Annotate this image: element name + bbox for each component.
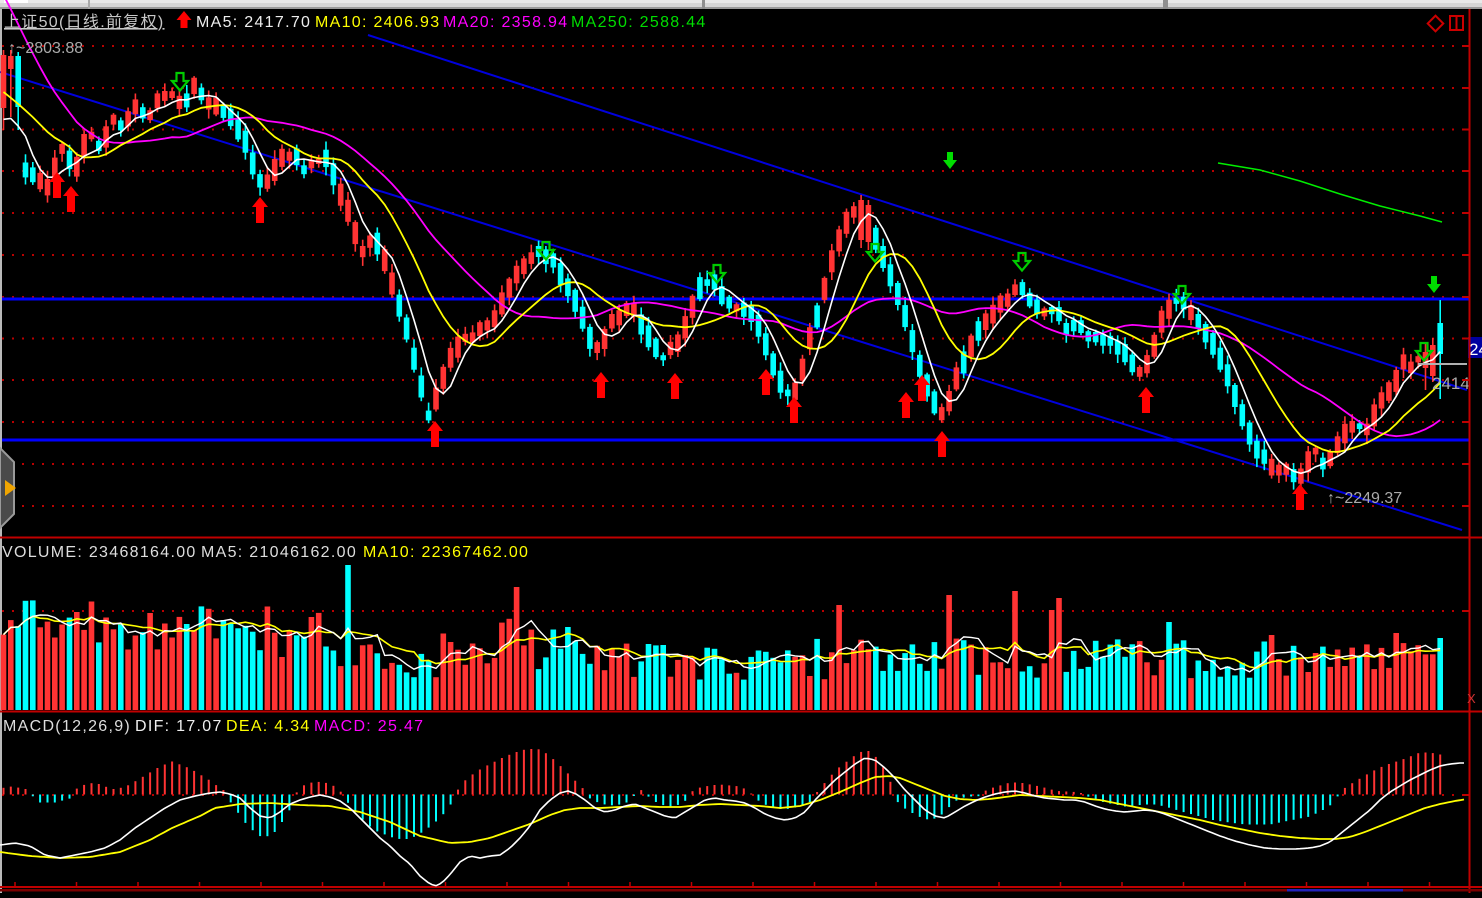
svg-text:MACD(12,26,9): MACD(12,26,9) bbox=[3, 718, 131, 735]
svg-text:MACD: 25.47: MACD: 25.47 bbox=[314, 718, 424, 735]
svg-text:DEA: 4.34: DEA: 4.34 bbox=[226, 718, 311, 735]
svg-text:MA10: 2406.93: MA10: 2406.93 bbox=[315, 14, 440, 31]
svg-text:MA250: 2588.44: MA250: 2588.44 bbox=[571, 14, 707, 31]
svg-text:MA20: 2358.94: MA20: 2358.94 bbox=[443, 14, 568, 31]
svg-text:↑~2803.88: ↑~2803.88 bbox=[8, 40, 83, 57]
svg-text:MA5: 2417.70: MA5: 2417.70 bbox=[196, 14, 311, 31]
svg-text:24: 24 bbox=[1469, 340, 1482, 359]
svg-text:MA5: 21046162.00: MA5: 21046162.00 bbox=[201, 544, 357, 561]
svg-text:X: X bbox=[1467, 691, 1476, 706]
svg-text:VOLUME: 23468164.00: VOLUME: 23468164.00 bbox=[2, 544, 197, 561]
svg-text:↑~2249.37: ↑~2249.37 bbox=[1327, 490, 1402, 507]
svg-text:MA10: 22367462.00: MA10: 22367462.00 bbox=[363, 544, 529, 561]
svg-text:2414: 2414 bbox=[1432, 374, 1470, 393]
svg-text:DIF: 17.07: DIF: 17.07 bbox=[135, 718, 223, 735]
svg-text:上证50(日线.前复权): 上证50(日线.前复权) bbox=[4, 13, 165, 31]
